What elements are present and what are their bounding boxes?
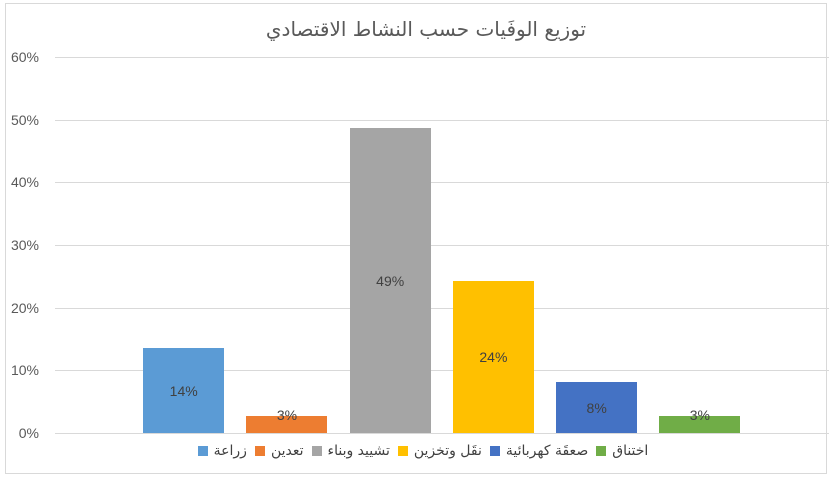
y-tick-label: 30%	[10, 237, 39, 253]
gridline-0%	[54, 433, 829, 434]
legend-item-4: نقَل وتخزين	[397, 443, 482, 459]
bar-chart: توزيع الوفَيات حسب النشاط الاقتصادي زراع…	[5, 3, 829, 474]
bar-3	[349, 128, 431, 433]
legend-label: تشييد وبناء	[327, 443, 390, 459]
legend: زراعة تعدين تشييد وبناء نقَل وتخزين صعقَة كه…	[13, 443, 833, 459]
chart-title: توزيع الوفَيات حسب النشاط الاقتصادي	[265, 17, 587, 41]
bar-4	[452, 280, 534, 433]
legend-label: اختناق	[612, 443, 649, 459]
legend-item-5: صعقَة كهربائية	[489, 443, 589, 459]
legend-label: تعدين	[270, 443, 304, 459]
gridline-50%	[54, 119, 829, 121]
legend-swatch-icon	[489, 446, 500, 456]
bar-6	[659, 416, 741, 433]
y-tick-label: 20%	[10, 299, 39, 316]
gridline-10%	[54, 370, 829, 372]
legend-label: نقَل وتخزين	[413, 443, 482, 459]
gridline-30%	[54, 245, 829, 246]
y-tick-label: 40%	[10, 174, 39, 191]
legend-item-6: اختناق	[596, 443, 648, 459]
bar-value-label: 14%	[169, 382, 198, 399]
legend-item-2: تعدين	[254, 443, 304, 459]
bar-value-label: 49%	[376, 272, 405, 289]
gridline-60%	[54, 57, 829, 58]
gridline-40%	[54, 182, 829, 184]
legend-label: صعقَة كهربائية	[505, 443, 589, 459]
legend-item-1: زراعة	[197, 443, 247, 459]
bar-5	[556, 382, 638, 433]
bar-value-label: 3%	[276, 407, 298, 424]
bar-1	[143, 348, 225, 433]
bar-value-label: 24%	[479, 348, 508, 365]
legend-swatch-icon	[311, 446, 322, 456]
legend-item-3: تشييد وبناء	[311, 443, 390, 459]
gridline-20%	[54, 307, 829, 309]
legend-swatch-icon	[197, 446, 208, 456]
y-tick-label: 50%	[10, 111, 39, 128]
bar-value-label: 3%	[689, 407, 710, 424]
legend-swatch-icon	[254, 446, 265, 456]
legend-label: زراعة	[213, 443, 247, 459]
y-tick-label: 0%	[18, 425, 39, 441]
legend-swatch-icon	[397, 446, 408, 456]
bar-2	[246, 416, 328, 433]
bar-value-label: 8%	[586, 399, 607, 416]
y-tick-label: 10%	[10, 362, 39, 379]
legend-swatch-icon	[596, 446, 607, 456]
y-tick-label: 60%	[10, 49, 39, 65]
